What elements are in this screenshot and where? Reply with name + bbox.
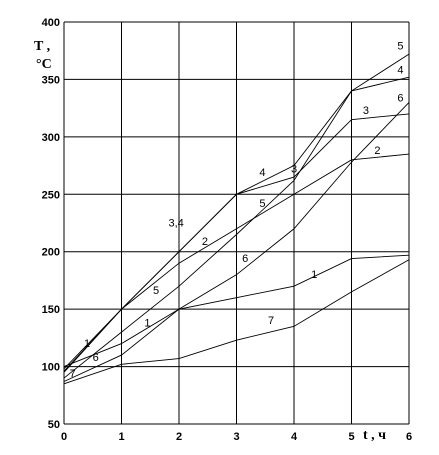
x-tick-label: 0 bbox=[61, 431, 67, 443]
series-label: 1 bbox=[144, 317, 150, 329]
y-tick-label: 100 bbox=[42, 362, 60, 374]
grid bbox=[63, 21, 410, 425]
series-label: 3,4 bbox=[168, 217, 183, 229]
series-label: 4 bbox=[397, 65, 403, 77]
series-label: 5 bbox=[259, 198, 265, 210]
x-tick-label: 6 bbox=[406, 431, 412, 443]
series-label: 4 bbox=[259, 167, 265, 179]
x-tick-label: 2 bbox=[176, 431, 182, 443]
series-line-6 bbox=[63, 102, 410, 382]
series-label: 6 bbox=[93, 352, 99, 364]
y-tick-label: 50 bbox=[48, 419, 60, 431]
tick-labels: 0 1 2 3 4 5 6 50 100 150 200 250 300 350 400 bbox=[42, 17, 412, 443]
series-label: 2 bbox=[374, 145, 380, 157]
y-tick-label: 200 bbox=[42, 247, 60, 259]
series-label: 1 bbox=[311, 269, 317, 281]
series-line-7 bbox=[63, 259, 410, 385]
y-tick-label: 150 bbox=[42, 304, 60, 316]
x-tick-label: 1 bbox=[118, 431, 124, 443]
series-label: 1 bbox=[84, 338, 90, 350]
series-label: 2 bbox=[202, 236, 208, 248]
x-tick-label: 5 bbox=[348, 431, 354, 443]
series-label: 3 bbox=[363, 105, 369, 117]
series-label: 5 bbox=[153, 285, 159, 297]
series-label: 5 bbox=[397, 41, 403, 53]
series-lines bbox=[63, 53, 410, 385]
y-axis-label-line2: °C bbox=[36, 57, 52, 72]
y-tick-label: 400 bbox=[42, 17, 60, 29]
series-label: 6 bbox=[242, 253, 248, 265]
x-axis-label: t , ч bbox=[363, 428, 386, 443]
series-line-1 bbox=[63, 254, 410, 367]
y-axis-label-line1: T , bbox=[34, 39, 50, 54]
x-tick-label: 4 bbox=[291, 431, 298, 443]
series-label: 7 bbox=[70, 368, 76, 380]
y-tick-label: 300 bbox=[42, 132, 60, 144]
series-line-5 bbox=[63, 53, 410, 379]
series-label: 3 bbox=[291, 163, 297, 175]
y-tick-label: 250 bbox=[42, 189, 60, 201]
x-tick-label: 3 bbox=[233, 431, 239, 443]
series-label: 7 bbox=[268, 315, 274, 327]
series-label: 6 bbox=[397, 92, 403, 104]
y-tick-label: 350 bbox=[42, 74, 60, 86]
